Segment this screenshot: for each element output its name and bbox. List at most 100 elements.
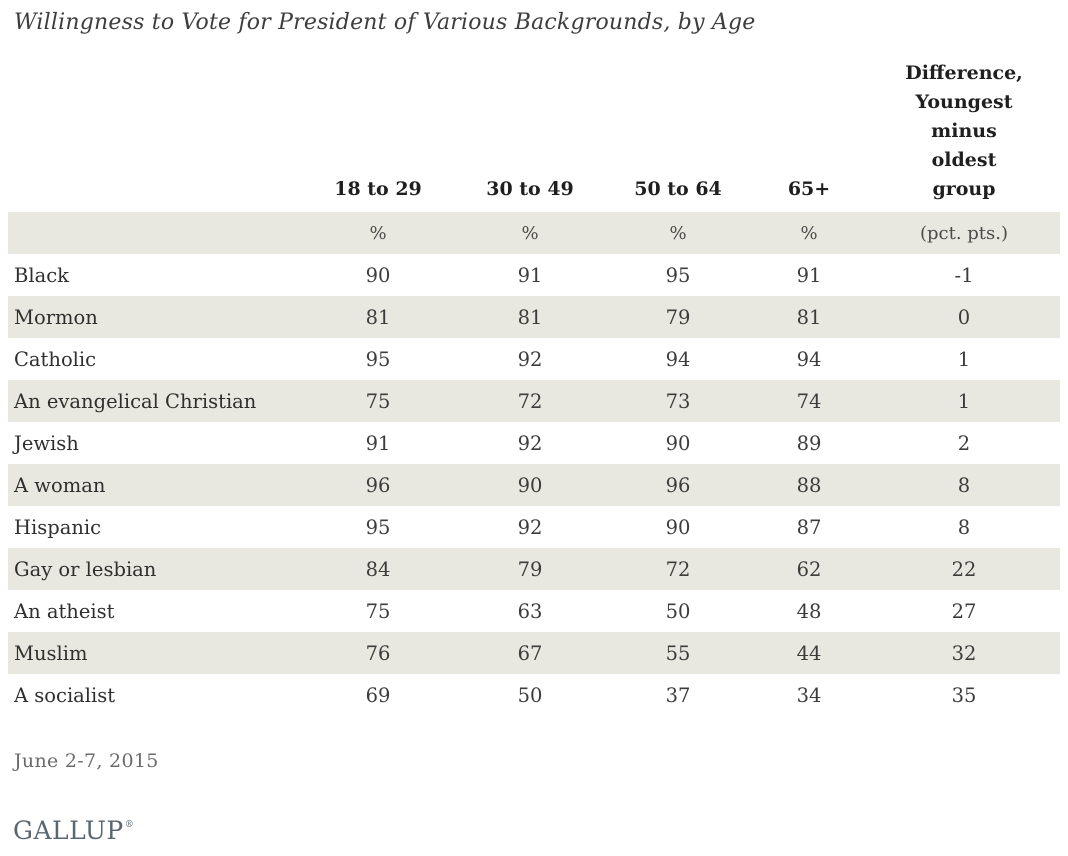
table-row: Mormon 81 81 79 81 0 <box>8 296 1060 338</box>
row-value: 8 <box>957 515 971 539</box>
row-value: 94 <box>796 347 822 371</box>
row-value: 79 <box>606 296 750 338</box>
row-value: -1 <box>954 263 974 287</box>
row-value: 90 <box>454 464 606 506</box>
table-row: Gay or lesbian 84 79 72 62 22 <box>8 548 1060 590</box>
row-value: 0 <box>868 296 1060 338</box>
table-header: 18 to 29 30 to 49 50 to 64 65+ Differenc… <box>8 59 1060 254</box>
row-value: 91 <box>517 263 543 287</box>
row-value: 1 <box>868 380 1060 422</box>
row-value: 74 <box>750 380 868 422</box>
table-row: Hispanic 95 92 90 87 8 <box>8 506 1060 548</box>
unit-cell: % <box>454 212 606 254</box>
table-row: Black 90 91 95 91 -1 <box>8 254 1060 296</box>
table-row: Muslim 76 67 55 44 32 <box>8 632 1060 674</box>
column-header-age-65plus: 65+ <box>787 178 831 200</box>
unit-cell: % <box>302 212 454 254</box>
unit-row: % % % % (pct. pts.) <box>8 212 1060 254</box>
row-value: 1 <box>957 347 971 371</box>
row-value: 88 <box>750 464 868 506</box>
table-row: Jewish 91 92 90 89 2 <box>8 422 1060 464</box>
row-value: 76 <box>302 632 454 674</box>
column-header-row: 18 to 29 30 to 49 50 to 64 65+ Differenc… <box>8 59 1060 212</box>
row-value: 90 <box>365 263 391 287</box>
row-value: 96 <box>606 464 750 506</box>
unit-cell-blank <box>8 212 302 254</box>
row-label: An atheist <box>14 599 115 623</box>
row-value: 37 <box>665 683 691 707</box>
table-row: An atheist 75 63 50 48 27 <box>8 590 1060 632</box>
row-value: 84 <box>302 548 454 590</box>
row-value: 22 <box>868 548 1060 590</box>
row-value: 91 <box>796 263 822 287</box>
survey-date: June 2-7, 2015 <box>14 750 159 772</box>
row-value: 2 <box>957 431 971 455</box>
row-label: Mormon <box>8 296 302 338</box>
row-label: Jewish <box>14 431 79 455</box>
row-value: 79 <box>454 548 606 590</box>
row-label: Gay or lesbian <box>8 548 302 590</box>
row-value: 75 <box>365 599 391 623</box>
data-table: 18 to 29 30 to 49 50 to 64 65+ Differenc… <box>8 59 1060 716</box>
row-value: 48 <box>796 599 822 623</box>
row-value: 92 <box>517 515 543 539</box>
chart-title: Willingness to Vote for President of Var… <box>14 10 756 35</box>
row-value: 90 <box>665 431 691 455</box>
row-value: 62 <box>750 548 868 590</box>
row-value: 75 <box>302 380 454 422</box>
column-header-age-30-49: 30 to 49 <box>486 178 574 200</box>
column-header-difference: Difference, Youngest minus oldest group <box>868 59 1060 212</box>
column-header-difference-text: Difference, Youngest minus oldest group <box>905 62 1023 200</box>
unit-cell-pct-pts: (pct. pts.) <box>868 212 1060 254</box>
row-value: 92 <box>517 431 543 455</box>
row-value: 81 <box>454 296 606 338</box>
row-value: 27 <box>951 599 977 623</box>
row-label: An evangelical Christian <box>8 380 302 422</box>
gallup-trademark-icon: ® <box>124 820 135 830</box>
row-value: 8 <box>868 464 1060 506</box>
row-label: Hispanic <box>14 515 102 539</box>
row-label: Black <box>14 263 69 287</box>
column-header-blank <box>8 59 302 212</box>
row-value: 81 <box>302 296 454 338</box>
table-body: Black 90 91 95 91 -1 Mormon 81 81 79 81 0 Catholic 95… <box>8 254 1060 716</box>
column-header-age-50-64: 50 to 64 <box>634 178 722 200</box>
gallup-logo-text: GALLUP <box>13 816 124 845</box>
row-value: 89 <box>796 431 822 455</box>
row-value: 50 <box>665 599 691 623</box>
row-value: 94 <box>665 347 691 371</box>
row-value: 95 <box>365 347 391 371</box>
row-value: 32 <box>868 632 1060 674</box>
row-value: 91 <box>365 431 391 455</box>
table-row: An evangelical Christian 75 72 73 74 1 <box>8 380 1060 422</box>
row-value: 96 <box>302 464 454 506</box>
table-row: Catholic 95 92 94 94 1 <box>8 338 1060 380</box>
row-value: 90 <box>665 515 691 539</box>
unit-cell: % <box>750 212 868 254</box>
row-label: Catholic <box>14 347 97 371</box>
row-value: 55 <box>606 632 750 674</box>
row-value: 95 <box>365 515 391 539</box>
row-label: Muslim <box>8 632 302 674</box>
row-value: 81 <box>750 296 868 338</box>
row-value: 44 <box>750 632 868 674</box>
unit-cell: % <box>606 212 750 254</box>
row-label: A woman <box>8 464 302 506</box>
table-row: A woman 96 90 96 88 8 <box>8 464 1060 506</box>
row-value: 95 <box>665 263 691 287</box>
column-header-age-18-29: 18 to 29 <box>334 178 422 200</box>
row-value: 73 <box>606 380 750 422</box>
row-value: 67 <box>454 632 606 674</box>
row-value: 34 <box>796 683 822 707</box>
row-value: 92 <box>517 347 543 371</box>
gallup-logo: GALLUP® <box>13 816 1068 845</box>
row-value: 72 <box>606 548 750 590</box>
row-value: 35 <box>951 683 977 707</box>
row-value: 63 <box>517 599 543 623</box>
row-value: 50 <box>517 683 543 707</box>
row-value: 72 <box>454 380 606 422</box>
row-value: 69 <box>365 683 391 707</box>
row-value: 87 <box>796 515 822 539</box>
table-row: A socialist 69 50 37 34 35 <box>8 674 1060 716</box>
